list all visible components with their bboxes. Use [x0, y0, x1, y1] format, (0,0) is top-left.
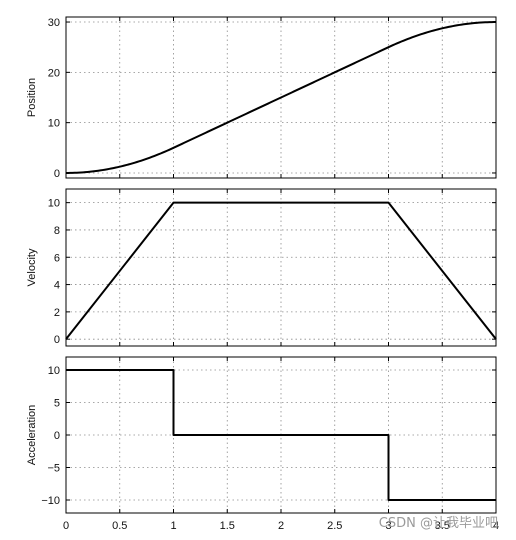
position-y-tick-label: 10 [48, 118, 60, 130]
acceleration-series-line [66, 369, 496, 501]
velocity-y-tick-label: 4 [54, 280, 60, 292]
acceleration-y-tick-label: −5 [47, 463, 60, 475]
x-tick-label: 3 [385, 520, 391, 532]
watermark-text: CSDN @让我毕业吧 [379, 516, 498, 531]
acceleration-axes-frame [65, 356, 497, 514]
acceleration-y-tick-label: 5 [54, 398, 60, 410]
position-y-tick-label: 0 [54, 168, 60, 180]
x-tick-label: 1.5 [220, 520, 235, 532]
velocity-y-tick-label: 8 [54, 225, 60, 237]
acceleration-y-tick-label: 10 [48, 365, 60, 377]
velocity-y-tick-label: 6 [54, 252, 60, 264]
velocity-y-tick-label: 0 [54, 334, 60, 346]
x-tick-label: 2 [278, 520, 284, 532]
position-axes-frame [65, 16, 497, 179]
x-tick-label: 0 [63, 520, 69, 532]
x-tick-label: 1 [170, 520, 176, 532]
x-tick-label: 3.5 [435, 520, 450, 532]
acceleration-y-axis-label: Acceleration [26, 405, 38, 466]
position-y-tick-label: 20 [48, 67, 60, 79]
acceleration-panel: 0 0.5 1 1.5 2 2.5 3 3.5 4 −10 −5 0 5 10 Acceleration [26, 356, 499, 532]
x-tick-label: 2.5 [327, 520, 342, 532]
acceleration-y-tick-label: 0 [54, 430, 60, 442]
velocity-y-tick-label: 2 [54, 307, 60, 319]
velocity-y-tick-label: 10 [48, 198, 60, 210]
position-y-axis-label: Position [26, 78, 38, 117]
position-panel: 0 10 20 30 Position [26, 16, 497, 180]
position-series-line [65, 21, 497, 174]
acceleration-y-tick-label: −10 [41, 495, 60, 507]
x-tick-label: 0.5 [112, 520, 127, 532]
velocity-series-line [65, 201, 497, 340]
velocity-y-axis-label: Velocity [26, 248, 38, 286]
velocity-axes-frame [65, 188, 497, 347]
x-tick-label: 4 [493, 520, 499, 532]
position-y-tick-label: 30 [48, 17, 60, 29]
velocity-panel: 0 2 4 6 8 10 Velocity [26, 188, 497, 347]
